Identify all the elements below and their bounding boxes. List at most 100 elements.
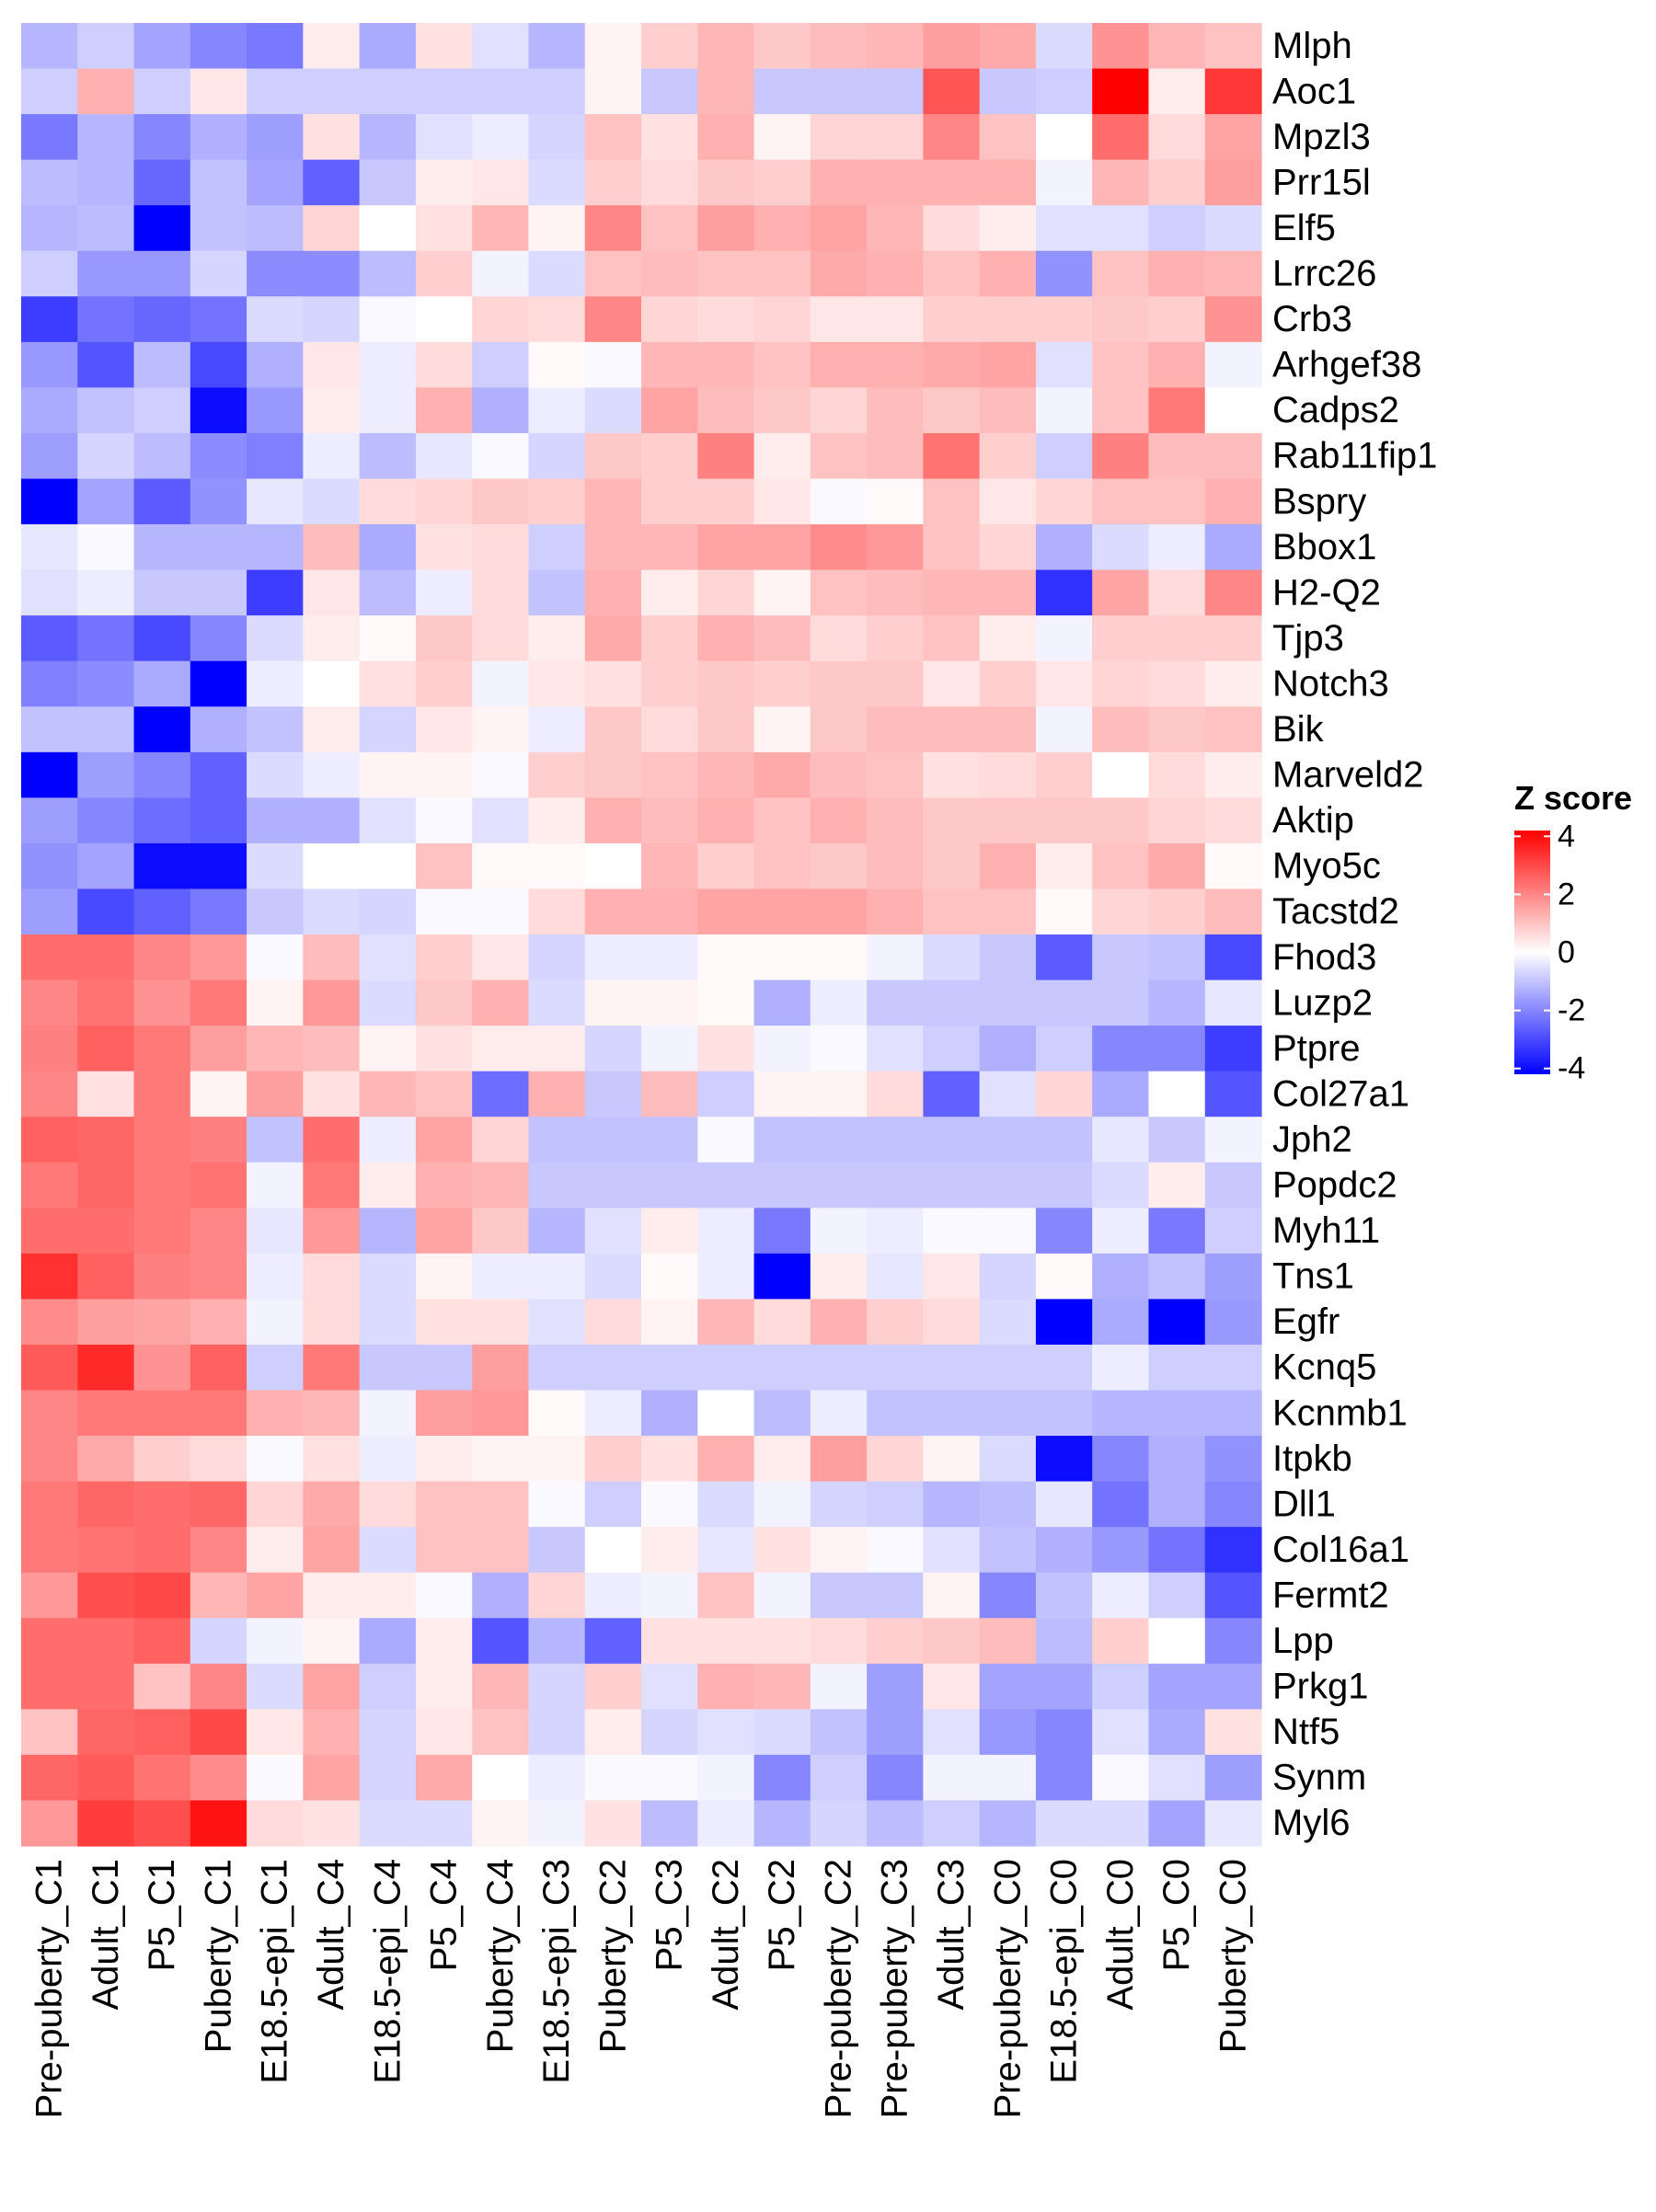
heatmap-cell (1035, 296, 1093, 343)
heatmap-cell (359, 1800, 417, 1847)
heatmap-cell (641, 1253, 698, 1300)
heatmap-cell (1148, 888, 1206, 935)
heatmap-cell (923, 387, 981, 434)
heatmap-cell (1148, 296, 1206, 343)
heatmap-cell (415, 569, 473, 616)
heatmap-cell (867, 1344, 924, 1392)
heatmap-cell (359, 706, 417, 753)
heatmap-cell (247, 432, 304, 480)
heatmap-cell (359, 205, 417, 252)
column-label: P5_C2 (762, 1859, 802, 1971)
heatmap-cell (303, 1709, 361, 1756)
heatmap-cell (1148, 341, 1206, 388)
heatmap-cell (528, 934, 586, 981)
heatmap-cell (359, 1754, 417, 1802)
heatmap-cell (1092, 1572, 1150, 1619)
heatmap-cell (1148, 569, 1206, 616)
heatmap-cell (190, 1436, 247, 1483)
row-label: Synm (1272, 1758, 1366, 1798)
heatmap-cell (247, 478, 304, 525)
heatmap-cell (415, 1481, 473, 1528)
heatmap-cell (472, 1572, 530, 1619)
heatmap-cell (415, 934, 473, 981)
heatmap-cell (584, 1572, 642, 1619)
heatmap-cell (923, 296, 981, 343)
heatmap-cell (641, 1754, 698, 1802)
row-label: Fermt2 (1272, 1575, 1389, 1615)
heatmap-cell (584, 341, 642, 388)
heatmap-cell (190, 296, 247, 343)
heatmap-cell (77, 1709, 135, 1756)
heatmap-cell (1204, 159, 1262, 206)
heatmap-cell (584, 706, 642, 753)
heatmap-cell (697, 706, 755, 753)
heatmap-cell (867, 1390, 924, 1437)
heatmap-cell (1035, 432, 1093, 480)
heatmap-cell (415, 250, 473, 297)
heatmap-cell (190, 660, 247, 707)
heatmap-cells (21, 23, 1262, 1847)
heatmap-cell (415, 751, 473, 798)
heatmap-cell (133, 205, 191, 252)
heatmap-cell (1035, 569, 1093, 616)
heatmap-cell (77, 159, 135, 206)
heatmap-cell (753, 660, 811, 707)
heatmap-cell (810, 1162, 868, 1209)
column-label: Puberty_C4 (480, 1859, 521, 2053)
heatmap-cell (190, 1663, 247, 1710)
heatmap-cell (1035, 888, 1093, 935)
heatmap-cell (923, 1390, 981, 1437)
heatmap-cell (810, 387, 868, 434)
heatmap-cell (247, 751, 304, 798)
heatmap-cell (979, 660, 1037, 707)
heatmap-cell (247, 569, 304, 616)
legend-tick-label: 4 (1558, 819, 1575, 854)
heatmap-cell (641, 1117, 698, 1163)
heatmap-cell (1204, 1572, 1262, 1619)
heatmap-cell (584, 68, 642, 115)
heatmap-cell (472, 751, 530, 798)
heatmap-cell (1204, 842, 1262, 890)
heatmap-cell (584, 1618, 642, 1665)
heatmap-cell (472, 797, 530, 844)
heatmap-cell (923, 1481, 981, 1528)
heatmap-cell (415, 23, 473, 70)
heatmap-cell (867, 341, 924, 388)
heatmap-cell (1204, 68, 1262, 115)
heatmap-cell (133, 1572, 191, 1619)
heatmap-cell (303, 1208, 361, 1255)
heatmap-cell (810, 660, 868, 707)
heatmap-cell (133, 1390, 191, 1437)
heatmap-cell (641, 660, 698, 707)
heatmap-cell (303, 797, 361, 844)
heatmap-cell (359, 1527, 417, 1574)
heatmap-cell (1148, 1754, 1206, 1802)
heatmap-cell (979, 797, 1037, 844)
heatmap-cell (867, 706, 924, 753)
heatmap-cell (247, 1618, 304, 1665)
heatmap-cell (584, 797, 642, 844)
heatmap-cell (753, 1299, 811, 1346)
heatmap-cell (641, 1344, 698, 1392)
heatmap-cell (415, 1527, 473, 1574)
heatmap-cell (923, 934, 981, 981)
heatmap-cell (1148, 1436, 1206, 1483)
heatmap-cell (1035, 1117, 1093, 1163)
heatmap-cell (190, 797, 247, 844)
heatmap-cell (1204, 1754, 1262, 1802)
heatmap-cell (133, 296, 191, 343)
heatmap-cell (979, 1208, 1037, 1255)
heatmap-cell (303, 387, 361, 434)
heatmap-cell (21, 478, 78, 525)
row-label: Jph2 (1272, 1119, 1352, 1160)
heatmap-cell (697, 205, 755, 252)
heatmap-cell (584, 1117, 642, 1163)
heatmap-cell (810, 159, 868, 206)
heatmap-cell (584, 159, 642, 206)
heatmap-cell (1148, 934, 1206, 981)
heatmap-cell (359, 250, 417, 297)
heatmap-cell (923, 1299, 981, 1346)
column-label: Adult_C4 (311, 1859, 351, 2011)
legend-tick-label: -2 (1558, 993, 1585, 1028)
heatmap-cell (1148, 1572, 1206, 1619)
